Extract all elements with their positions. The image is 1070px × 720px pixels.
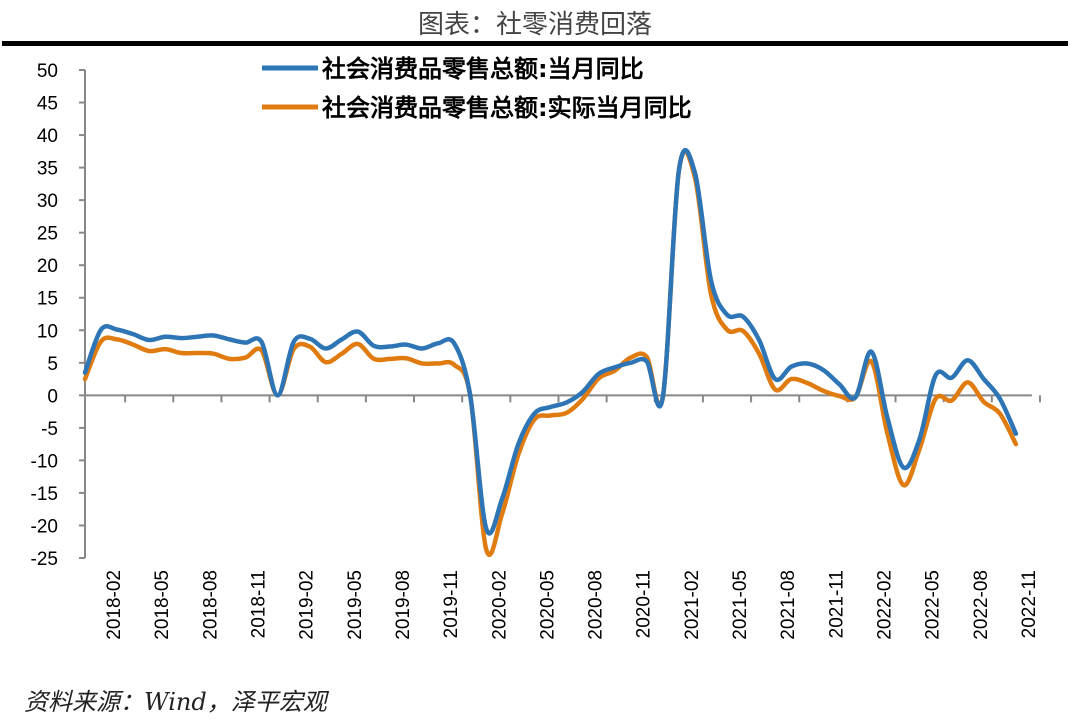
x-tick-label: 2018-11 (249, 570, 270, 638)
y-tick-label: 40 (37, 126, 58, 147)
x-tick-label: 2019-08 (393, 570, 414, 640)
x-tick-label: 2022-11 (1019, 570, 1040, 638)
legend-label-nominal: 社会消费品零售总额:当月同比 (322, 55, 644, 83)
series-line-nominal (82, 148, 1019, 536)
y-tick-label: 45 (37, 94, 58, 115)
title-divider (2, 41, 1068, 46)
x-tick-label: 2018-08 (200, 570, 221, 640)
y-tick-label: 0 (47, 386, 58, 407)
y-tick-label: -25 (31, 549, 58, 570)
y-tick-label: -10 (31, 451, 58, 472)
y-tick-label: 50 (37, 61, 58, 82)
y-tick-label: -5 (41, 419, 58, 440)
x-tick-label: 2019-05 (345, 570, 366, 640)
y-tick-label: 10 (37, 321, 58, 342)
legend-label-real: 社会消费品零售总额:实际当月同比 (322, 94, 692, 122)
x-tick-label: 2020-08 (586, 570, 607, 640)
x-tick-label: 2021-11 (826, 570, 847, 638)
x-tick-label: 2019-02 (297, 570, 318, 640)
series-lines (82, 148, 1019, 557)
x-tick-label: 2018-02 (104, 570, 125, 640)
series-line-real (82, 149, 1019, 557)
legend: 社会消费品零售总额:当月同比 社会消费品零售总额:实际当月同比 (262, 55, 692, 122)
chart-title: 图表：社零消费回落 (417, 10, 652, 40)
x-tick-label: 2021-05 (730, 570, 751, 640)
y-tick-label: 25 (37, 224, 58, 245)
x-tick-label: 2019-11 (441, 570, 462, 638)
x-tick-label: 2022-05 (923, 570, 944, 640)
x-tick-label: 2018-05 (152, 570, 173, 640)
x-tick-label: 2020-02 (489, 570, 510, 640)
x-tick-label: 2022-08 (971, 570, 992, 640)
y-tick-label: 15 (37, 289, 58, 310)
source-note: 资料来源：Wind，泽平宏观 (24, 688, 327, 716)
y-tick-label: 35 (37, 159, 58, 180)
y-tick-label: 20 (37, 256, 58, 277)
y-tick-label: 5 (47, 354, 58, 375)
x-tick-label: 2022-02 (874, 570, 895, 640)
x-tick-label: 2020-05 (537, 570, 558, 640)
y-tick-label: 30 (37, 191, 58, 212)
y-tick-label: -20 (31, 516, 58, 537)
x-tick-label: 2021-08 (778, 570, 799, 640)
axes: 50454035302520151050-5-10-15-20-252018-0… (31, 61, 1041, 640)
x-tick-label: 2021-02 (682, 570, 703, 640)
x-tick-label: 2020-11 (634, 570, 655, 638)
y-tick-label: -15 (31, 484, 58, 505)
